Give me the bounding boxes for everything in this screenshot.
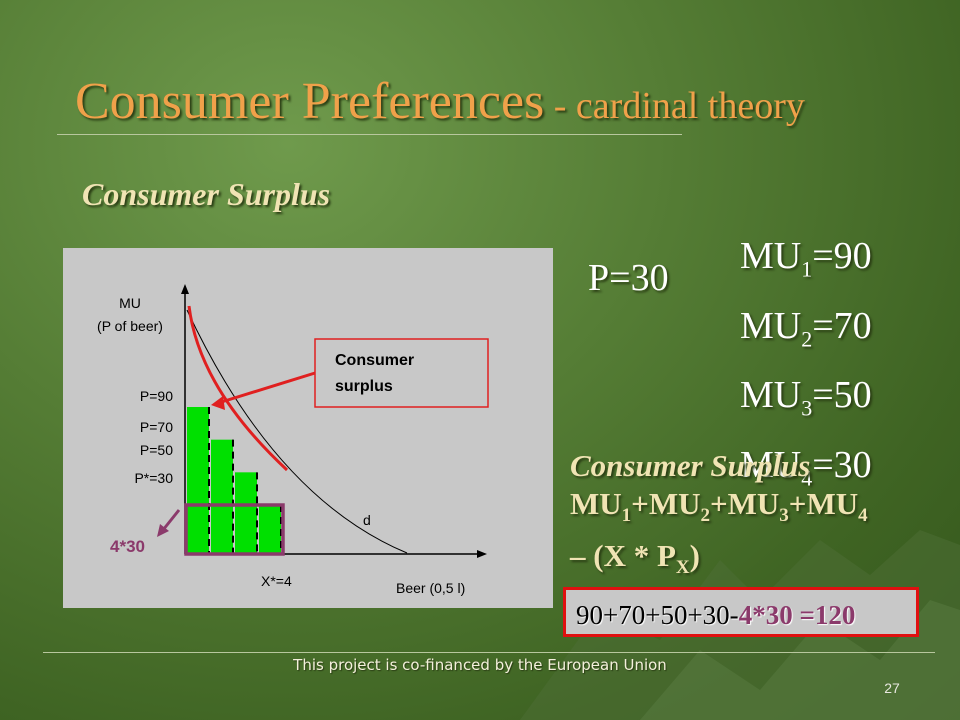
title-divider	[57, 134, 682, 135]
mu-item: MU2=70	[740, 304, 872, 352]
marginal-utility-list: MU1=90 MU2=70 MU3=50 MU4=30	[740, 228, 872, 506]
bar-3	[235, 472, 257, 554]
mu-item: MU4=30	[740, 443, 872, 491]
consumer-surplus-formula: Consumer Surplus MU1+MU2+MU3+MU4 – (X * …	[570, 448, 868, 588]
expenditure-label: 4*30	[110, 537, 145, 556]
bar-4	[259, 505, 281, 554]
formula-line-2: – (X * PX)	[570, 538, 700, 579]
footer-text: This project is co-financed by the Europ…	[293, 656, 667, 674]
title-sub: - cardinal theory	[544, 85, 805, 127]
section-subtitle: Consumer Surplus	[82, 176, 331, 212]
mu-item: MU3=50	[740, 374, 872, 421]
expenditure-arrowhead	[157, 524, 169, 537]
bar-2	[211, 439, 233, 554]
formula-line-1: MU1+MU2+MU3+MU4	[570, 486, 868, 527]
quantity-label: X*=4	[261, 573, 292, 589]
formula-title: Consumer Surplus	[570, 448, 811, 483]
x-axis-arrow	[477, 550, 487, 558]
price-label: P=30	[588, 257, 669, 299]
x-axis-label: Beer (0,5 l)	[396, 580, 465, 596]
slide-title: Consumer Preferences - cardinal theory	[75, 72, 805, 131]
calc-result: =120	[792, 600, 856, 630]
y-axis-arrow	[181, 284, 189, 294]
y-axis-label: MU	[119, 295, 141, 311]
y-axis-label-sub: (P of beer)	[97, 318, 163, 334]
calculation-box: 90+70+50+30-4*30 =120	[563, 587, 919, 637]
mu-curve	[187, 305, 289, 472]
callout-text-line1: Consumer	[335, 352, 414, 369]
mu-item: MU1=90	[740, 235, 872, 282]
calc-sum: 90+70+50+30-	[576, 600, 739, 630]
price-tick-label: P=90	[140, 388, 173, 404]
callout-arrow	[214, 371, 316, 406]
price-tick-label: P=70	[140, 419, 173, 435]
expenditure-arrow	[161, 509, 181, 531]
calc-product: 4*30	[738, 600, 793, 630]
bar-1	[187, 407, 209, 554]
demand-curve	[186, 309, 408, 554]
chart-panel: Consumer surplus MU (P of beer) P=90 P=70 P=50…	[63, 248, 553, 608]
price-tick-label: P=50	[140, 442, 173, 458]
callout-box	[314, 338, 489, 408]
callout-arrowhead	[211, 396, 225, 410]
title-main: Consumer Preferences	[75, 73, 545, 130]
consumer-surplus-chart: Consumer surplus MU (P of beer) P=90 P=70 P=50…	[97, 284, 489, 596]
price-tick-label: P*=30	[134, 470, 173, 486]
demand-label: d	[363, 512, 371, 528]
footer-divider	[43, 652, 935, 653]
expenditure-rect	[184, 503, 285, 556]
page-number: 27	[884, 680, 900, 696]
callout-text-line2: surplus	[335, 378, 393, 395]
